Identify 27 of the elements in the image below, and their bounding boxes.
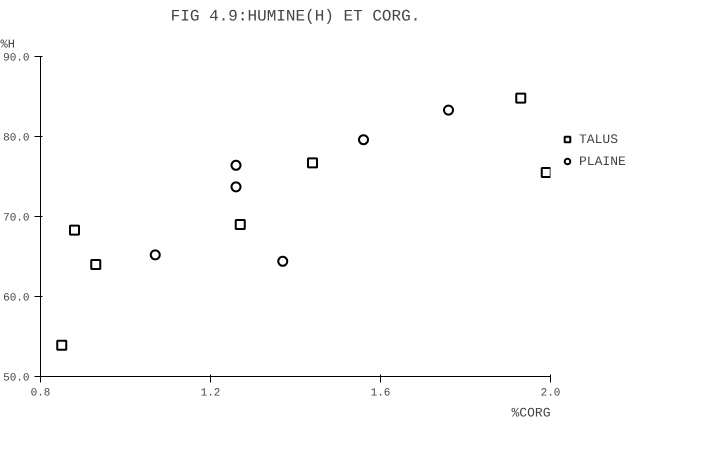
chart-title: FIG 4.9:HUMINE(H) ET CORG.: [170, 8, 420, 26]
y-tick-label: 50.0: [3, 372, 30, 384]
point: [540, 167, 550, 178]
x-tick-label: 1.6: [370, 388, 390, 400]
point: [234, 219, 246, 230]
point: [443, 104, 454, 116]
point: [358, 134, 369, 146]
y-tick-label: 60.0: [3, 292, 30, 304]
point: [90, 259, 102, 270]
y-tick-label: 70.0: [3, 212, 30, 224]
x-axis-title: %CORG: [511, 406, 551, 420]
x-tick-label: 0.8: [30, 388, 50, 400]
point: [277, 256, 288, 267]
point: [230, 181, 242, 192]
point: [515, 92, 526, 104]
legend-label: PLAINE: [579, 154, 626, 168]
point: [56, 340, 68, 351]
x-tick-label: 2.0: [540, 388, 560, 400]
point: [69, 224, 80, 236]
y-axis-title: %H: [0, 38, 15, 52]
y-tick-label: 80.0: [3, 132, 30, 144]
legend-label: TALUS: [579, 132, 618, 146]
y-tick-label: 90.0: [3, 52, 30, 64]
point: [230, 160, 242, 171]
x-tick-label: 1.2: [200, 388, 220, 400]
point: [307, 157, 318, 168]
point: [150, 249, 161, 260]
